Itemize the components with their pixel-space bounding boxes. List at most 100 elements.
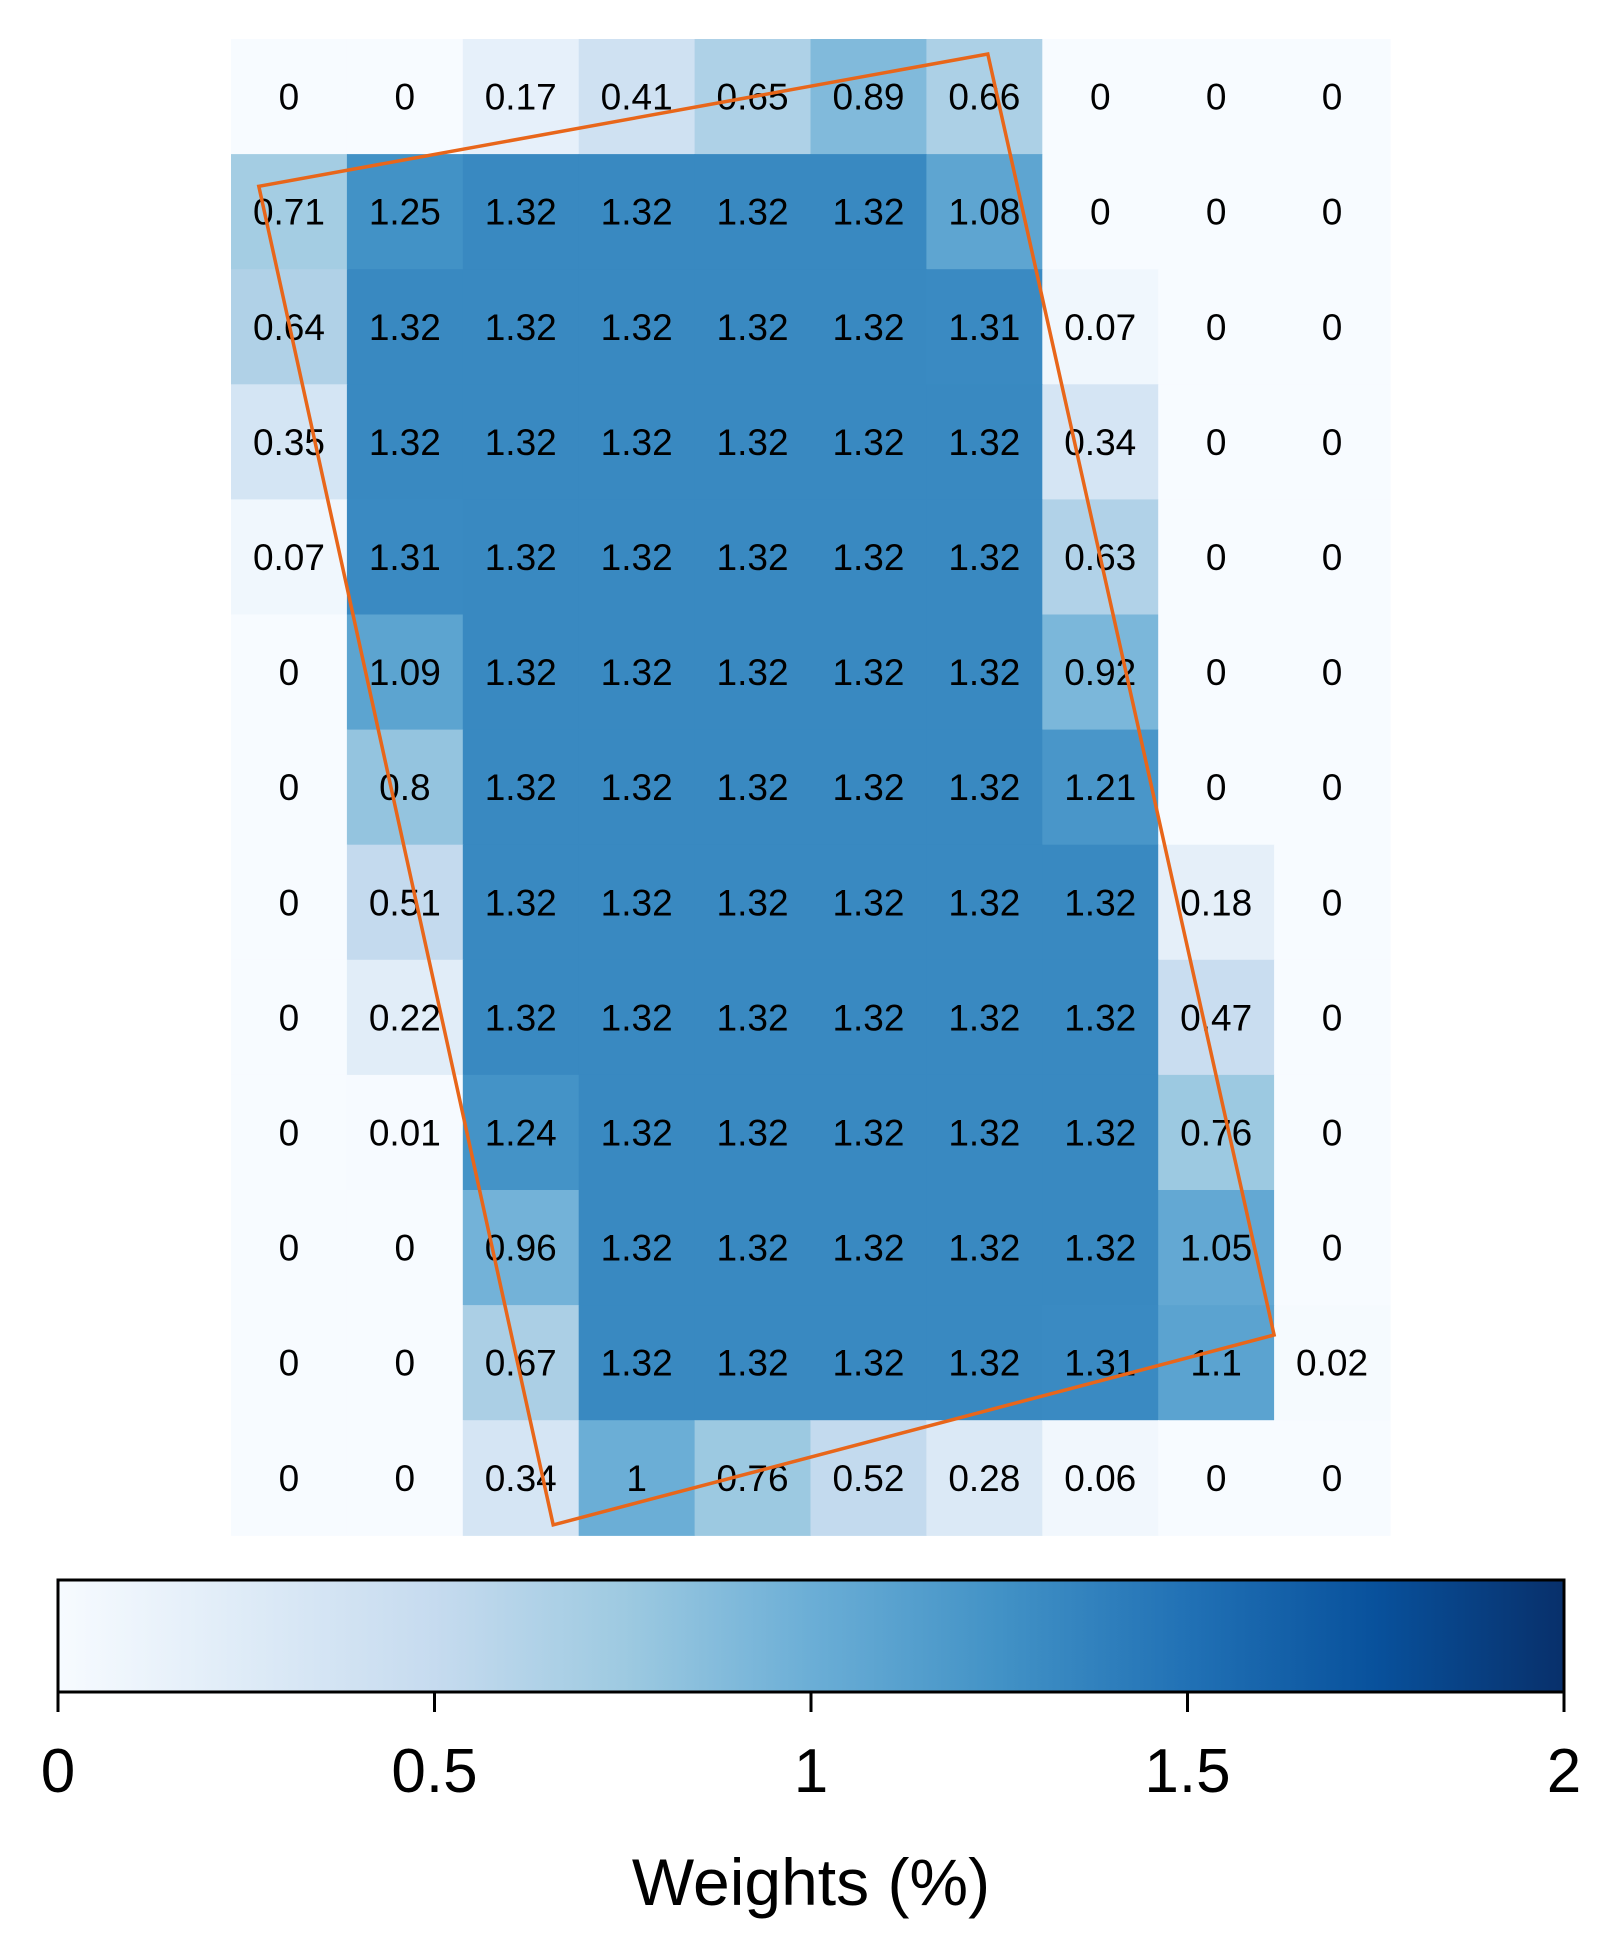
heatmap-cell-label: 0.41	[601, 77, 673, 118]
heatmap-cell-label: 0	[1206, 307, 1227, 348]
heatmap-cell	[578, 1305, 696, 1421]
heatmap-cell-label: 0.51	[369, 882, 441, 923]
heatmap-cell-label: 1.31	[369, 537, 441, 578]
heatmap-cell	[462, 384, 580, 500]
heatmap-cell-label: 0	[1090, 77, 1111, 118]
heatmap-cells	[231, 39, 1391, 1536]
heatmap-cell	[926, 384, 1043, 500]
heatmap-cell	[926, 614, 1043, 731]
heatmap-cell	[1274, 959, 1391, 1076]
heatmap-cell-label: 1.32	[601, 1228, 673, 1269]
heatmap-cell-label: 1.32	[717, 422, 789, 463]
heatmap-cell	[1274, 499, 1391, 616]
heatmap-cell-label: 0	[1322, 307, 1343, 348]
heatmap-cell	[231, 384, 348, 500]
heatmap-cell	[1158, 384, 1275, 500]
heatmap-cell-label: 1.32	[717, 1228, 789, 1269]
heatmap-cell-label: 0	[1206, 767, 1227, 808]
heatmap-cell-label: 0.28	[948, 1458, 1020, 1499]
heatmap-cell	[810, 729, 927, 846]
heatmap-cell-label: 1.32	[948, 1112, 1020, 1153]
heatmap-cell	[346, 959, 464, 1076]
heatmap-cell-label: 1.32	[717, 882, 789, 923]
heatmap-cell-label: 0	[1206, 1458, 1227, 1499]
heatmap-cell	[694, 154, 812, 270]
heatmap-cell	[578, 384, 696, 500]
heatmap-cell	[810, 39, 927, 155]
heatmap-cell	[462, 959, 580, 1076]
heatmap-cell-label: 0	[395, 77, 416, 118]
heatmap-cell	[810, 1190, 927, 1306]
heatmap-cell-label: 1.32	[717, 192, 789, 233]
heatmap-cell	[810, 844, 927, 961]
heatmap-cell	[578, 1074, 696, 1191]
heatmap-cell-label: 0.52	[832, 1458, 904, 1499]
heatmap-cell	[1274, 269, 1391, 385]
heatmap-cell	[694, 1420, 812, 1536]
heatmap-cell	[926, 729, 1043, 846]
colorbar-tick-label: 1	[794, 1737, 828, 1806]
heatmap-cell-label: 1.32	[948, 997, 1020, 1038]
heatmap-cell	[1274, 844, 1391, 961]
heatmap-cell-label: 0.76	[1180, 1112, 1252, 1153]
heatmap-cell-label: 1.32	[485, 652, 557, 693]
heatmap-cell-label: 1.32	[485, 192, 557, 233]
heatmap-cell	[462, 154, 580, 270]
colorbar-tick-label: 0	[41, 1737, 75, 1806]
heatmap-cell-label: 1.32	[832, 537, 904, 578]
heatmap-cell	[694, 1074, 812, 1191]
heatmap-cell-label: 1.32	[832, 767, 904, 808]
heatmap-cell-label: 0	[279, 77, 300, 118]
heatmap-cell	[462, 499, 580, 616]
heatmap-cell-label: 1.32	[1064, 882, 1136, 923]
heatmap-cell-label: 1.32	[832, 997, 904, 1038]
heatmap-cell-label: 1.32	[832, 1112, 904, 1153]
heatmap-cell-label: 0.06	[1064, 1458, 1136, 1499]
heatmap-cell-label: 1.32	[485, 422, 557, 463]
heatmap-cell	[231, 844, 348, 961]
heatmap-cell	[231, 499, 348, 616]
heatmap-cell-label: 1.05	[1180, 1228, 1252, 1269]
heatmap-cell	[810, 1074, 927, 1191]
heatmap-cell-label: 1.32	[717, 537, 789, 578]
heatmap-cell-label: 1.32	[717, 997, 789, 1038]
heatmap-cell	[346, 154, 464, 270]
heatmap-cell-label: 0	[1322, 422, 1343, 463]
heatmap-cell-label: 1.32	[601, 307, 673, 348]
heatmap-cell	[1274, 154, 1391, 270]
heatmap-cell-label: 1.32	[832, 1228, 904, 1269]
heatmap-cell	[1274, 1074, 1391, 1191]
heatmap-cell	[1042, 614, 1159, 731]
heatmap-cell	[462, 614, 580, 731]
colorbar-tick-label: 1.5	[1144, 1737, 1230, 1806]
heatmap-cell	[346, 499, 464, 616]
heatmap-cell-label: 0	[1322, 1228, 1343, 1269]
heatmap-cell	[346, 844, 464, 961]
heatmap-cell	[926, 39, 1043, 155]
heatmap-cell-label: 1.32	[1064, 1112, 1136, 1153]
heatmap-cell-label: 1.32	[601, 192, 673, 233]
heatmap-cell-label: 1.32	[717, 307, 789, 348]
heatmap-cell-label: 1.32	[601, 537, 673, 578]
heatmap-cell	[1158, 39, 1275, 155]
heatmap-cell-label: 0.01	[369, 1112, 441, 1153]
heatmap-cell	[926, 1420, 1043, 1536]
heatmap-cell-label: 1.32	[369, 307, 441, 348]
heatmap-cell-label: 1.32	[832, 652, 904, 693]
heatmap-cell	[926, 844, 1043, 961]
colorbar-tick-label: 0.5	[391, 1737, 477, 1806]
heatmap-cell	[694, 384, 812, 500]
heatmap-cell-label: 1.32	[717, 652, 789, 693]
heatmap-cell-label: 0	[279, 882, 300, 923]
heatmap-cell-label: 0	[1322, 192, 1343, 233]
heatmap-cell-label: 0	[1206, 422, 1227, 463]
heatmap-cell-label: 1.32	[948, 652, 1020, 693]
heatmap-cell-label: 0.22	[369, 997, 441, 1038]
heatmap-cell	[346, 729, 464, 846]
heatmap-cell-label: 1.32	[832, 307, 904, 348]
heatmap-cell-label: 0.07	[253, 537, 325, 578]
colorbar-ticks: 0 0.5 1 1.5 2	[41, 1692, 1581, 1806]
heatmap-cell-label: 1.08	[948, 192, 1020, 233]
heatmap-cell	[1274, 39, 1391, 155]
heatmap-cell	[1042, 269, 1159, 385]
